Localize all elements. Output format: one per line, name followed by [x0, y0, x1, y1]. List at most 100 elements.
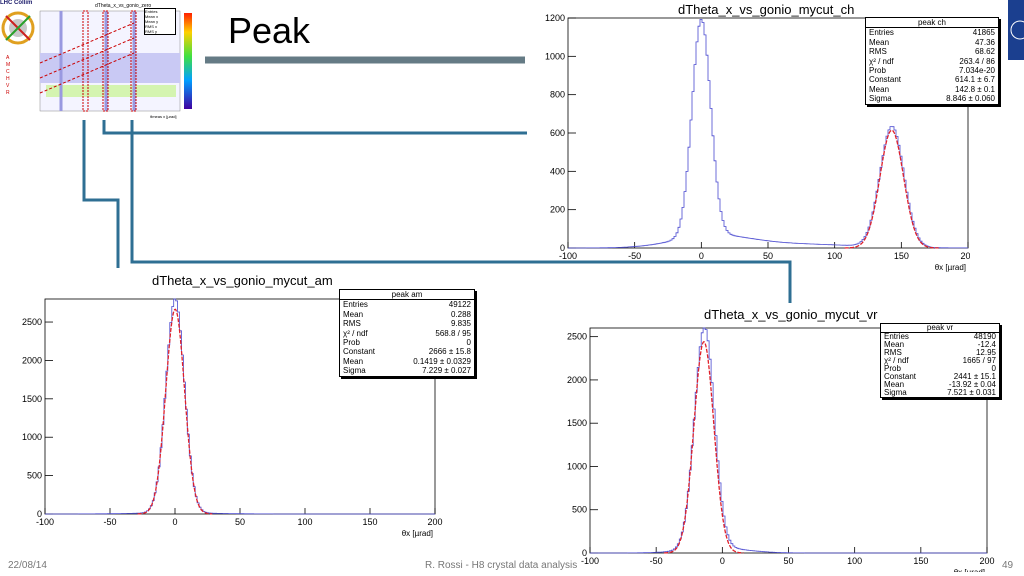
gaussian-fit-curve — [137, 308, 213, 515]
histogram-plot-vr: -100-5005010015020005001000150020002500θ… — [567, 327, 995, 572]
stats-value: 7.034e-20 — [958, 66, 995, 76]
x-tick-label: 150 — [894, 251, 909, 261]
y-tick-label: 1500 — [22, 394, 42, 404]
x-tick-label: 0 — [699, 251, 704, 261]
y-tick-label: 1200 — [545, 13, 565, 23]
stats-value: -13.92 ± 0.04 — [948, 380, 996, 389]
stats-label: Entries — [869, 28, 894, 38]
y-tick-label: 500 — [572, 505, 587, 515]
x-tick-label: 150 — [362, 517, 377, 527]
footer-center: R. Rossi - H8 crystal data analysis — [425, 560, 578, 571]
stats-box-ch: peak ch Entries 41865 Mean 47.36 RMS 68.62 χ² … — [865, 17, 999, 105]
stats-label: Mean — [343, 356, 364, 366]
stats-row: χ² / ndf 1665 / 97 — [881, 357, 999, 365]
thumb-stat: Mean x — [145, 14, 159, 19]
stats-value: 2666 ± 15.8 — [428, 347, 471, 357]
x-tick-label: -100 — [581, 556, 599, 566]
stats-label: Entries — [343, 300, 368, 310]
stats-row: Prob 0 — [340, 338, 474, 347]
x-tick-label: 50 — [783, 556, 793, 566]
stats-value: 7.521 ± 0.031 — [947, 388, 996, 397]
gaussian-fit-curve — [664, 341, 744, 554]
x-tick-label: -50 — [103, 517, 116, 527]
x-axis-label: θx [µrad] — [954, 568, 985, 572]
stats-row: Constant 2441 ± 15.1 — [881, 373, 999, 381]
stats-row: Entries 49122 — [340, 300, 474, 309]
y-tick-label: 0 — [37, 509, 42, 519]
footer-page-number: 49 — [1002, 560, 1014, 571]
stats-label: χ² / ndf — [343, 328, 368, 338]
x-tick-label: 200 — [427, 517, 442, 527]
stats-row: RMS 9.835 — [340, 319, 474, 328]
footer-date: 22/08/14 — [8, 560, 47, 571]
stats-title: peak ch — [866, 18, 998, 29]
stats-value: 68.62 — [974, 47, 995, 57]
y-tick-label: 1000 — [22, 432, 42, 442]
y-tick-label: 0 — [560, 243, 565, 253]
stats-label: Sigma — [884, 388, 907, 397]
thumb-stat: RMS x — [145, 24, 157, 29]
stats-value: 48190 — [973, 332, 996, 341]
y-tick-label: 400 — [550, 166, 565, 176]
thumb-stat: Entries — [145, 9, 158, 14]
stats-label: Mean — [884, 340, 905, 349]
stats-label: RMS — [343, 319, 361, 329]
stats-row: Entries 48190 — [881, 333, 999, 341]
stats-value: 568.8 / 95 — [435, 328, 471, 338]
y-tick-label: 0 — [582, 548, 587, 558]
stats-label: Mean — [869, 37, 890, 47]
stats-row: Mean 47.36 — [866, 38, 998, 47]
stats-value: 0 — [991, 364, 996, 373]
x-tick-label: 100 — [827, 251, 842, 261]
thumb-stat: RMS y — [145, 29, 157, 34]
y-tick-label: 500 — [27, 471, 42, 481]
stats-value: 263.4 / 86 — [959, 56, 995, 66]
x-tick-label: 50 — [763, 251, 773, 261]
x-tick-label: 100 — [297, 517, 312, 527]
stats-row: RMS 68.62 — [866, 47, 998, 56]
corner-logo-icon — [1008, 0, 1024, 60]
side-label-h: H — [6, 76, 10, 82]
stats-value: 47.36 — [974, 37, 995, 47]
stats-value: 49122 — [448, 300, 471, 310]
y-tick-label: 1500 — [567, 418, 587, 428]
histogram-plot-ch: -100 -50 0 50 100 150 200 0 200 400 600 800 1000 1200… — [545, 13, 970, 272]
y-tick-label: 600 — [550, 128, 565, 138]
x-tick-label: 200 — [960, 251, 970, 261]
stats-label: Sigma — [343, 366, 366, 376]
side-label-m: M — [6, 62, 11, 68]
x-axis-label: θx [µrad] — [935, 263, 966, 272]
stats-row: Prob 0 — [881, 365, 999, 373]
stats-row: Sigma 7.521 ± 0.031 — [881, 389, 999, 397]
stats-label: Constant — [869, 75, 902, 85]
histogram-series — [568, 19, 968, 249]
stats-label: Mean — [343, 309, 364, 319]
stats-label: Mean — [869, 84, 890, 94]
stats-value: 9.835 — [450, 319, 471, 329]
y-tick-label: 2500 — [567, 332, 587, 342]
y-tick-label: 1000 — [567, 461, 587, 471]
histogram-plot-am: -100 -50 0 50 100 150 20005001000150020002500θ… — [22, 298, 443, 538]
stats-value: 0 — [466, 338, 471, 348]
side-label-a: A — [6, 55, 10, 61]
stats-row: Prob 7.034e-20 — [866, 66, 998, 75]
side-label-v: V — [6, 83, 10, 89]
x-tick-label: 50 — [235, 517, 245, 527]
stats-label: Prob — [884, 364, 901, 373]
stats-value: 0.1419 ± 0.0329 — [413, 356, 471, 366]
stats-row: Mean -13.92 ± 0.04 — [881, 381, 999, 389]
connector-vr — [130, 120, 792, 303]
stats-label: Constant — [884, 372, 917, 381]
stats-row: RMS 12.95 — [881, 349, 999, 357]
x-tick-label: -50 — [628, 251, 641, 261]
stats-label: χ² / ndf — [884, 356, 909, 365]
stats-row: Entries 41865 — [866, 28, 998, 37]
stats-row: Sigma 8.846 ± 0.060 — [866, 94, 998, 103]
side-label-c: C — [6, 69, 10, 75]
stats-label: Prob — [869, 66, 886, 76]
stats-title: peak vr — [881, 324, 999, 333]
stats-box-am: peak am Entries 49122 Mean 0.288 RMS 9.835 χ² … — [339, 289, 475, 377]
y-tick-label: 200 — [550, 205, 565, 215]
stats-value: -12.4 — [977, 340, 996, 349]
x-tick-label: 0 — [720, 556, 725, 566]
